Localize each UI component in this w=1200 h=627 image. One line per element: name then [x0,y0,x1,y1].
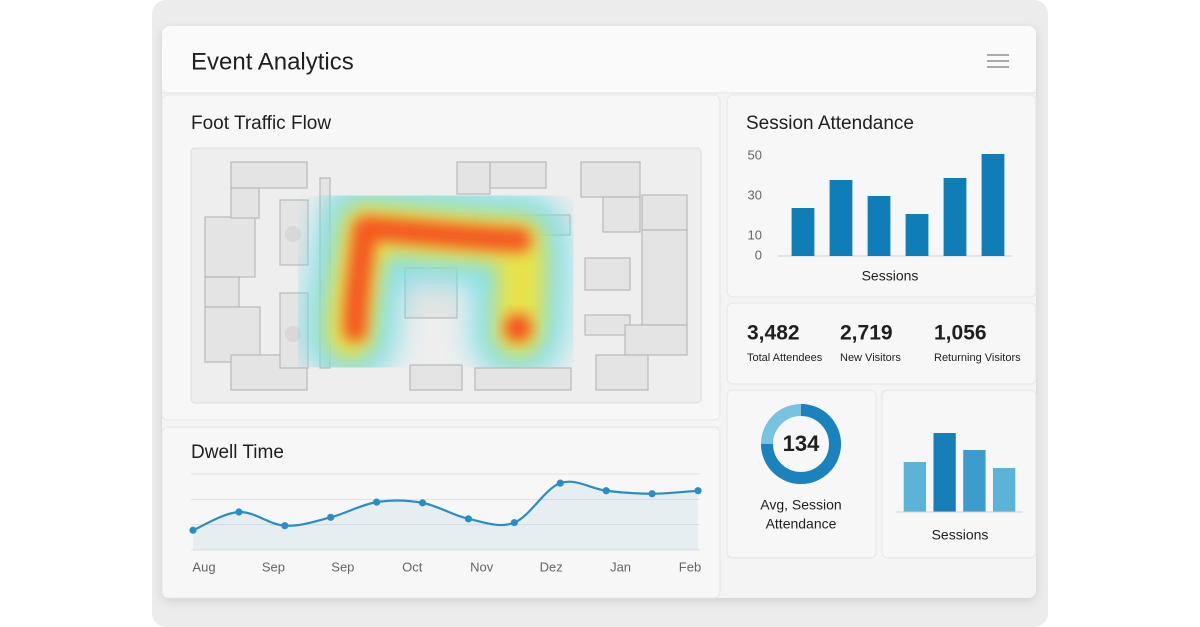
y-tick-label: 30 [748,187,762,202]
point [418,499,427,507]
bar [981,154,1005,256]
stats: 3,482 Total Attendees 2,719 New Visitors… [747,322,1021,364]
x-tick-label: Jan [610,559,631,574]
x-tick-label: Aug [192,559,215,574]
x-tick-label: Feb [679,559,701,574]
panel-title: Foot Traffic Flow [191,113,331,134]
header-bar [162,26,1036,93]
floor-plan [204,161,688,391]
x-axis-label: Sessions [932,527,989,543]
point [373,498,381,506]
point [602,487,610,495]
stat-value: 1,056 [934,322,987,345]
bar [933,433,956,512]
x-tick-label: Dez [540,559,563,574]
point [556,479,564,487]
x-tick-label: Oct [402,559,423,574]
bar [963,450,986,512]
bar [903,462,927,512]
bar [829,180,853,256]
x-tick-label: Sep [331,559,354,574]
bar [867,196,891,256]
x-tick-label: Sep [262,559,285,574]
stat-label: Total Attendees [747,352,823,364]
stat-value: 3,482 [747,322,800,345]
stat-value: 2,719 [840,322,893,345]
menu-icon[interactable] [987,54,1009,68]
donut-value: 134 [783,431,820,456]
bar [791,208,815,256]
donut-label: Avg, Session [760,497,841,513]
bar [992,468,1016,512]
stats-panel [726,302,1037,385]
stat-label: New Visitors [840,352,901,364]
point [648,490,656,498]
point [464,515,473,523]
point [189,526,197,534]
bar [943,178,967,256]
area [193,481,698,550]
app-title: Event Analytics [191,48,354,75]
point [327,513,335,521]
point [510,519,518,527]
donut-arc [761,404,841,484]
bar [905,214,929,256]
y-tick-label: 0 [755,247,762,262]
point [694,487,702,495]
point [281,522,289,530]
y-tick-label: 50 [748,147,762,162]
donut-label: Attendance [766,516,837,532]
sessions-panel [881,389,1037,559]
stat-label: Returning Visitors [934,352,1021,364]
panel-title: Session Attendance [746,113,914,134]
x-tick-label: Nov [470,559,494,574]
panel-title: Dwell Time [191,442,284,463]
point [235,508,243,516]
x-axis-label: Sessions [862,268,919,284]
donut: 134 Avg, Session Attendance [760,404,842,532]
y-tick-label: 10 [748,227,762,242]
dwell-panel [161,426,721,599]
